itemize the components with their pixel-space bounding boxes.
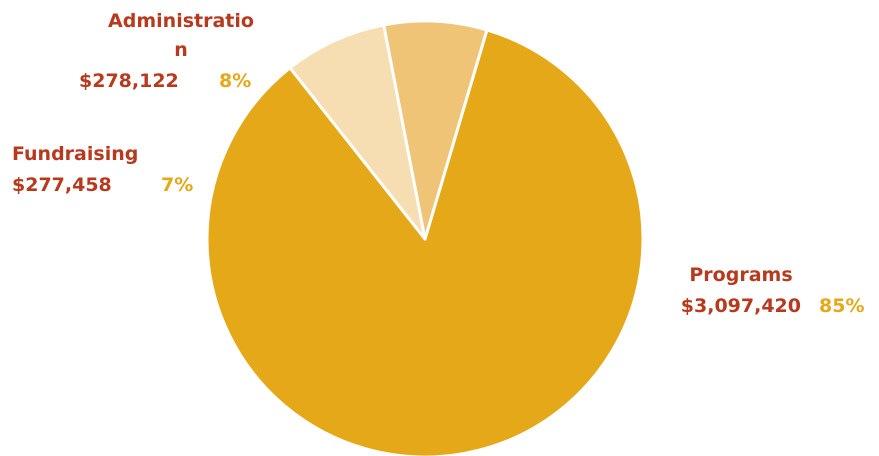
slice-label-administration-line1: Administratio bbox=[108, 10, 254, 32]
slice-value-programs: $3,097,420 bbox=[681, 295, 801, 317]
slice-percent-programs: 85% bbox=[819, 295, 864, 317]
slice-percent-fundraising: 7% bbox=[161, 174, 193, 196]
pie-slices bbox=[205, 19, 645, 456]
slice-value-administration: $278,122 bbox=[79, 70, 179, 92]
pie-slice-programs bbox=[205, 28, 645, 456]
pie-slice-fundraising bbox=[288, 23, 427, 241]
slice-value-fundraising: $277,458 bbox=[12, 174, 112, 196]
pie-slice-administration bbox=[382, 19, 489, 241]
slice-label-fundraising: Fundraising bbox=[12, 143, 138, 165]
slice-label-programs: Programs bbox=[689, 264, 792, 286]
pie-labels: Programs $3,097,420 85% Fundraising $277… bbox=[12, 10, 864, 317]
slice-percent-administration: 8% bbox=[219, 70, 251, 92]
slice-label-administration-line2: n bbox=[174, 39, 188, 61]
